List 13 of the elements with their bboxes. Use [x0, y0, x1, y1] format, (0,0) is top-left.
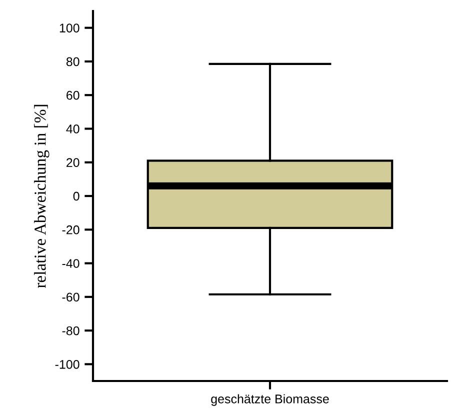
- y-tick-label: -80: [62, 326, 80, 336]
- y-tick-label: 20: [66, 158, 80, 168]
- y-tick-label: -60: [62, 292, 80, 302]
- y-axis-title: relative Abweichung in [%]: [34, 104, 50, 288]
- x-tick-label: geschätzte Biomasse: [211, 394, 329, 406]
- y-tick-label: 40: [66, 124, 80, 134]
- y-tick-label: -40: [62, 259, 80, 268]
- y-tick-label: -100: [55, 360, 80, 369]
- y-tick-label: 0: [73, 192, 80, 201]
- y-tick-label: 60: [66, 90, 80, 100]
- y-tick-label: -20: [62, 225, 80, 234]
- y-tick-label: 100: [60, 24, 80, 32]
- y-tick-label: 80: [66, 57, 80, 66]
